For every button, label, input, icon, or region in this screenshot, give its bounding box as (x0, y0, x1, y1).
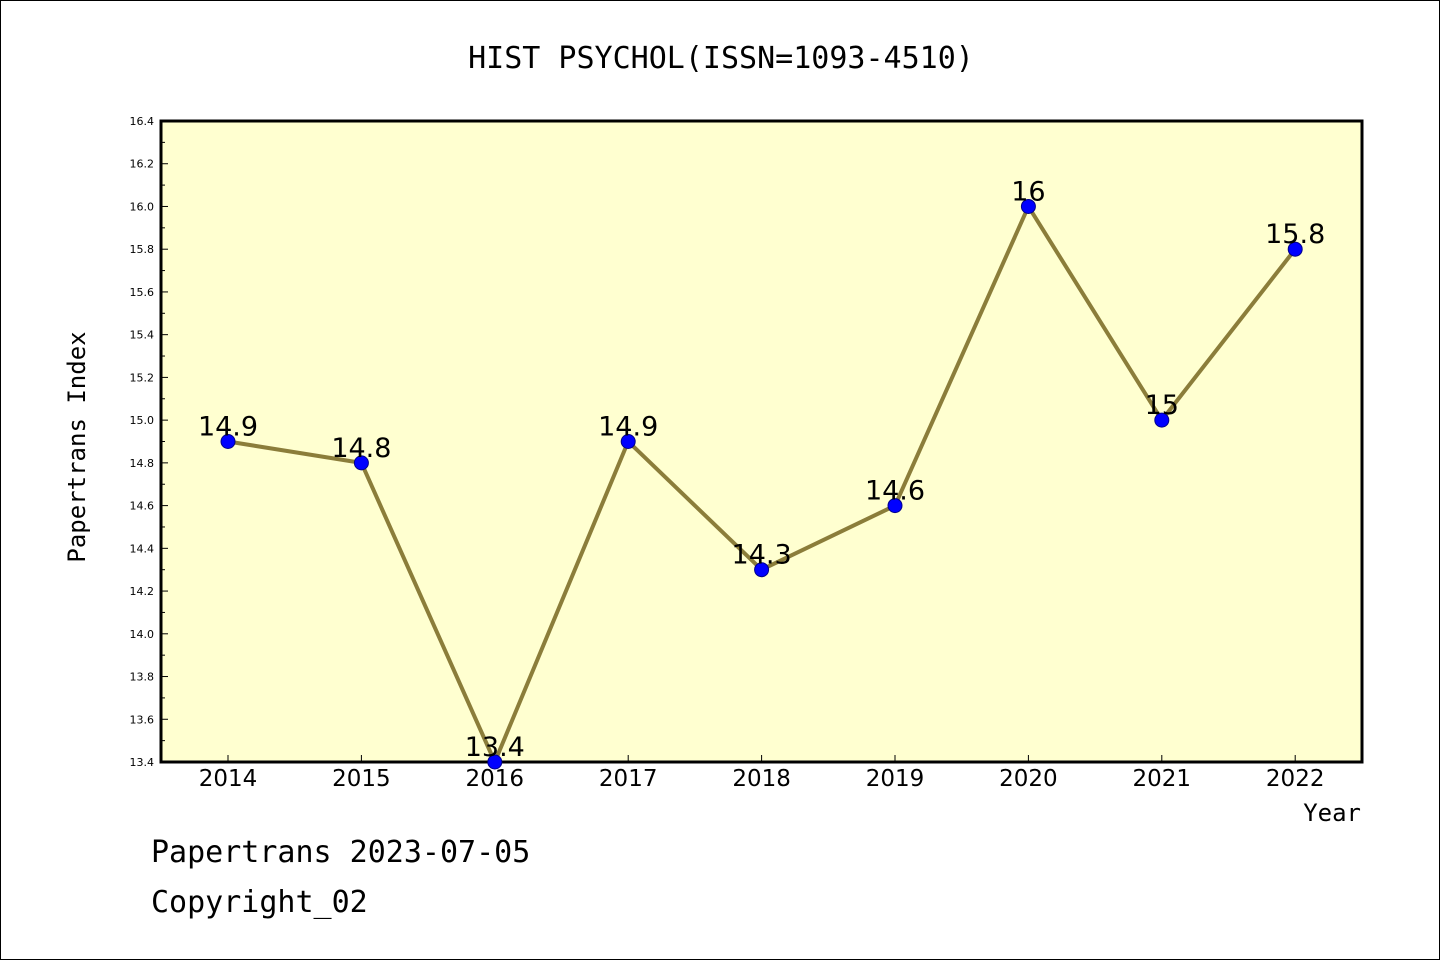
x-tick-label: 2016 (466, 766, 525, 792)
data-point (1154, 412, 1170, 428)
x-tick-label: 2022 (1266, 766, 1325, 792)
y-tick-label: 15.4 (130, 329, 155, 342)
data-point (887, 498, 903, 514)
y-tick-label: 14.0 (130, 628, 155, 641)
y-tick-label: 13.8 (130, 671, 155, 684)
data-label: 15.8 (1265, 219, 1325, 250)
y-tick-label: 15.8 (130, 243, 155, 256)
y-tick-label: 16.0 (130, 200, 155, 213)
data-point (1287, 241, 1303, 257)
data-label: 14.9 (598, 412, 658, 443)
data-label: 14.3 (732, 540, 792, 571)
y-tick-label: 13.4 (130, 756, 155, 769)
plot-area (159, 119, 1364, 764)
x-tick-label: 2017 (599, 766, 658, 792)
y-tick-label: 16.2 (130, 158, 155, 171)
chart-title: HIST PSYCHOL(ISSN=1093-4510) (468, 41, 974, 76)
footer-date: Papertrans 2023-07-05 (151, 835, 531, 870)
x-tick-label: 2015 (332, 766, 391, 792)
y-axis: 13.4 13.6 13.8 14.0 14.2 14.4 14.6 14.8 15.0 15.2… (130, 115, 168, 769)
data-label: 14.6 (865, 476, 925, 507)
data-point (754, 562, 770, 578)
x-tick-label: 2019 (866, 766, 925, 792)
y-tick-label: 13.6 (130, 713, 155, 726)
y-axis-title: Papertrans Index (63, 331, 91, 562)
data-label: 16 (1011, 176, 1045, 207)
y-tick-label: 14.4 (130, 542, 155, 555)
data-point (1020, 198, 1036, 214)
data-point (353, 455, 369, 471)
data-label: 14.8 (331, 433, 391, 464)
data-label: 13.4 (465, 732, 525, 763)
y-tick-label: 14.6 (130, 500, 155, 513)
x-tick-label: 2020 (999, 766, 1058, 792)
series-layer (220, 198, 1303, 770)
data-labels: 14.9 14.8 13.4 14.9 14.3 14.6 16 15 15.8 (198, 176, 1325, 763)
y-tick-label: 14.8 (130, 457, 155, 470)
x-tick-label: 2014 (199, 766, 258, 792)
data-label: 14.9 (198, 412, 258, 443)
y-tick-label: 16.4 (130, 115, 155, 128)
x-axis: 2014 2015 2016 2017 2018 2019 2020 2021 2022 (199, 755, 1325, 792)
footer-copyright: Copyright_02 (151, 885, 368, 920)
data-label: 15 (1145, 390, 1179, 421)
y-tick-label: 15.2 (130, 371, 155, 384)
y-tick-label: 15.6 (130, 286, 155, 299)
y-tick-label: 15.0 (130, 414, 155, 427)
y-tick-label: 14.2 (130, 585, 155, 598)
x-tick-label: 2018 (732, 766, 791, 792)
x-tick-label: 2021 (1133, 766, 1192, 792)
data-point (220, 434, 236, 449)
x-axis-title: Year (1303, 799, 1361, 827)
data-point (620, 434, 636, 449)
data-point (487, 754, 503, 770)
